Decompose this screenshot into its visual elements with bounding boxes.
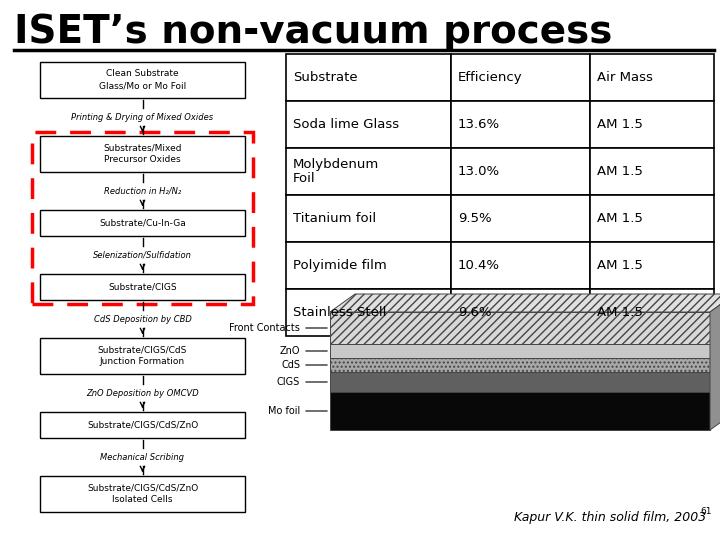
Bar xyxy=(590,148,714,195)
Text: Foil: Foil xyxy=(293,172,315,185)
Bar xyxy=(590,289,714,336)
Bar xyxy=(40,62,245,98)
Bar xyxy=(32,132,253,304)
Bar xyxy=(451,101,590,148)
Text: 9.6%: 9.6% xyxy=(458,306,491,319)
Text: CdS Deposition by CBD: CdS Deposition by CBD xyxy=(94,314,192,323)
Bar xyxy=(590,242,714,289)
Bar xyxy=(40,210,245,236)
Bar xyxy=(40,412,245,438)
Text: AM 1.5: AM 1.5 xyxy=(597,118,643,131)
Text: 13.0%: 13.0% xyxy=(458,165,500,178)
Bar xyxy=(40,274,245,300)
Bar xyxy=(590,101,714,148)
Text: Isolated Cells: Isolated Cells xyxy=(112,496,173,504)
Text: AM 1.5: AM 1.5 xyxy=(597,165,643,178)
Bar xyxy=(590,195,714,242)
Bar xyxy=(330,312,710,344)
Text: ZnO: ZnO xyxy=(279,346,300,356)
Text: CdS: CdS xyxy=(281,360,300,370)
Text: Polyimide film: Polyimide film xyxy=(293,259,387,272)
Text: 9.5%: 9.5% xyxy=(458,212,492,225)
Bar xyxy=(590,54,714,101)
Bar xyxy=(286,148,451,195)
Bar xyxy=(330,358,710,372)
Bar xyxy=(286,54,451,101)
Text: Substrate: Substrate xyxy=(293,71,358,84)
Text: Substrate/CIGS/CdS: Substrate/CIGS/CdS xyxy=(98,346,187,354)
Text: 61: 61 xyxy=(701,507,712,516)
Text: Substrate/CIGS: Substrate/CIGS xyxy=(108,282,177,292)
Text: Stainless Stell: Stainless Stell xyxy=(293,306,387,319)
Text: Molybdenum: Molybdenum xyxy=(293,158,379,171)
Bar xyxy=(451,148,590,195)
Text: Air Mass: Air Mass xyxy=(597,71,653,84)
Polygon shape xyxy=(330,294,720,312)
Bar xyxy=(451,54,590,101)
Text: Substrate/CIGS/CdS/ZnO: Substrate/CIGS/CdS/ZnO xyxy=(87,483,198,492)
Bar xyxy=(451,242,590,289)
Polygon shape xyxy=(710,294,720,430)
Bar xyxy=(451,289,590,336)
Text: Precursor Oxides: Precursor Oxides xyxy=(104,156,181,165)
Bar xyxy=(40,136,245,172)
Bar xyxy=(40,338,245,374)
Text: Kapur V.K. thin solid film, 2003: Kapur V.K. thin solid film, 2003 xyxy=(514,511,706,524)
Text: Selenization/Sulfidation: Selenization/Sulfidation xyxy=(93,251,192,260)
Text: 10.4%: 10.4% xyxy=(458,259,500,272)
Bar xyxy=(286,101,451,148)
Bar xyxy=(330,372,710,392)
Text: Substrates/Mixed: Substrates/Mixed xyxy=(103,144,181,152)
Bar xyxy=(286,242,451,289)
Text: Soda lime Glass: Soda lime Glass xyxy=(293,118,399,131)
Text: Glass/Mo or Mo Foil: Glass/Mo or Mo Foil xyxy=(99,82,186,91)
Bar xyxy=(330,392,710,430)
Text: Printing & Drying of Mixed Oxides: Printing & Drying of Mixed Oxides xyxy=(71,112,214,122)
Bar xyxy=(330,344,710,358)
Text: Front Contacts: Front Contacts xyxy=(229,323,300,333)
Bar xyxy=(286,289,451,336)
Text: Clean Substrate: Clean Substrate xyxy=(106,70,179,78)
Text: Mechanical Scribing: Mechanical Scribing xyxy=(101,453,184,462)
Text: AM 1.5: AM 1.5 xyxy=(597,212,643,225)
Text: 13.6%: 13.6% xyxy=(458,118,500,131)
Text: Efficiency: Efficiency xyxy=(458,71,523,84)
Text: ISET’s non-vacuum process: ISET’s non-vacuum process xyxy=(14,13,613,51)
Text: ZnO Deposition by OMCVD: ZnO Deposition by OMCVD xyxy=(86,388,199,397)
Text: AM 1.5: AM 1.5 xyxy=(597,306,643,319)
Text: Substrate/Cu-In-Ga: Substrate/Cu-In-Ga xyxy=(99,219,186,227)
Text: Substrate/CIGS/CdS/ZnO: Substrate/CIGS/CdS/ZnO xyxy=(87,421,198,429)
Text: CIGS: CIGS xyxy=(276,377,300,387)
Text: Junction Formation: Junction Formation xyxy=(100,357,185,367)
Text: Reduction in H₂/N₂: Reduction in H₂/N₂ xyxy=(104,186,181,195)
Bar xyxy=(286,195,451,242)
Bar xyxy=(451,195,590,242)
Bar xyxy=(40,476,245,512)
Text: Mo foil: Mo foil xyxy=(268,406,300,416)
Text: Titanium foil: Titanium foil xyxy=(293,212,376,225)
Text: AM 1.5: AM 1.5 xyxy=(597,259,643,272)
